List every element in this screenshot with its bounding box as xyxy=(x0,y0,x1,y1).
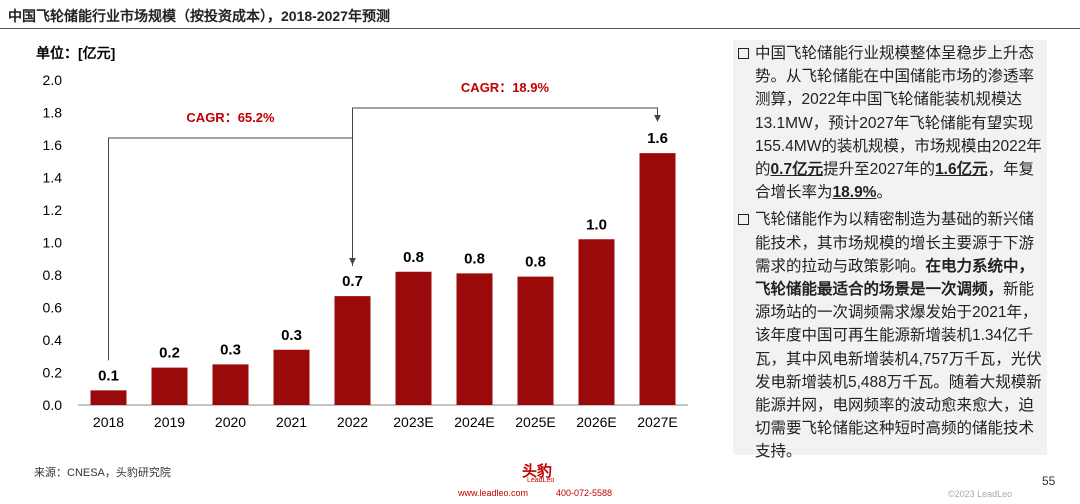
y-tick-label: 0.6 xyxy=(43,300,63,316)
bar xyxy=(578,239,615,405)
bar xyxy=(151,367,188,405)
website: www.leadleo.com xyxy=(458,488,529,498)
text-run: 中国飞轮储能行业规模整体呈稳步上升态势。从飞轮储能在中国储能市场的渗透率测算，2… xyxy=(755,45,1042,179)
text-run: 在电力系统中，飞轮储能最适合的场景是一次调频， xyxy=(755,257,1035,299)
text-run: 新能源场站的一次调频需求爆发始于2021年，该年度中国可再生能源新增装机1.34… xyxy=(755,281,1042,461)
y-tick-label: 0.8 xyxy=(43,267,63,283)
cagr-label: CAGR：65.2% xyxy=(186,110,275,125)
y-tick-label: 1.2 xyxy=(43,202,63,218)
cagr-bracket xyxy=(352,107,661,267)
text-run: 。 xyxy=(876,184,892,202)
text-run: 提升至2027年的 xyxy=(823,161,936,179)
value-label: 0.8 xyxy=(464,250,485,267)
x-tick-label: 2025E xyxy=(515,414,555,430)
text-run: 0.7亿元 xyxy=(770,161,824,179)
value-label: 0.3 xyxy=(281,327,302,344)
text-run: 飞轮储能作为以精密制造为基础的新兴储能技术，其市场规模的增长主要源于下游需求的拉… xyxy=(755,211,1035,275)
x-tick-label: 2026E xyxy=(576,414,616,430)
title: 中国飞轮储能行业市场规模（按投资成本），2018-2027年预测 xyxy=(8,8,390,24)
bar xyxy=(517,276,554,405)
x-tick-label: 2019 xyxy=(154,414,185,430)
value-label: 0.8 xyxy=(525,254,546,271)
paragraph: 飞轮储能作为以精密制造为基础的新兴储能技术，其市场规模的增长主要源于下游需求的拉… xyxy=(737,208,1047,463)
value-label: 0.2 xyxy=(159,345,180,362)
x-tick-label: 2018 xyxy=(93,414,124,430)
phone: 400-072-5588 xyxy=(556,488,613,498)
y-tick-label: 1.0 xyxy=(43,235,63,251)
bullet xyxy=(738,48,749,59)
value-label: 0.8 xyxy=(403,249,424,266)
bar xyxy=(212,364,249,405)
y-tick-label: 0.2 xyxy=(43,365,63,381)
copyright: ©2023 LeadLeo xyxy=(948,489,1013,499)
bar xyxy=(456,273,493,405)
text-run: 18.9% xyxy=(832,184,877,202)
value-label: 1.6 xyxy=(647,130,668,147)
brand-en: LeadLeo xyxy=(527,477,555,484)
paragraph: 中国飞轮储能行业规模整体呈稳步上升态势。从飞轮储能在中国储能市场的渗透率测算，2… xyxy=(737,42,1047,204)
cagr-label: CAGR：18.9% xyxy=(461,80,550,95)
chart: 单位：[亿元] 0.0 0.2 0.4 0.6 0.8 1.0 1.2 1.4 1.6 1.8 2.… xyxy=(36,45,688,430)
x-tick-label: 2027E xyxy=(637,414,677,430)
text-panel: 中国飞轮储能行业规模整体呈稳步上升态势。从飞轮储能在中国储能市场的渗透率测算，2… xyxy=(733,40,1047,460)
y-unit: 单位：[亿元] xyxy=(36,45,115,61)
bar xyxy=(334,296,371,405)
x-tick-label: 2022 xyxy=(337,414,368,430)
page-number: 55 xyxy=(1042,474,1056,488)
text-run: ，年复合增长率为 xyxy=(755,161,1035,202)
y-tick-label: 1.8 xyxy=(43,105,63,121)
y-tick-label: 1.4 xyxy=(43,170,63,186)
bar xyxy=(273,349,310,405)
value-label: 0.1 xyxy=(98,367,119,384)
brand: 头豹 xyxy=(522,463,553,480)
value-label: 1.0 xyxy=(586,216,607,233)
bar xyxy=(639,153,676,405)
x-tick-label: 2024E xyxy=(454,414,494,430)
text-run: 1.6亿元 xyxy=(935,161,988,179)
bullet xyxy=(738,214,749,226)
title-rule xyxy=(0,28,1080,29)
x-tick-label: 2020 xyxy=(215,414,246,430)
x-tick-label: 2023E xyxy=(393,414,433,430)
y-tick-label: 0.4 xyxy=(43,332,63,348)
y-tick-label: 1.6 xyxy=(43,137,63,153)
value-label: 0.3 xyxy=(220,341,241,358)
bar xyxy=(90,390,127,405)
y-tick-label: 2.0 xyxy=(43,72,63,88)
value-label: 0.7 xyxy=(342,273,363,290)
cagr-bracket xyxy=(108,137,356,361)
bar xyxy=(395,271,432,405)
source: 来源：CNESA，头豹研究院 xyxy=(34,467,171,479)
y-tick-label: 0.0 xyxy=(43,397,63,413)
x-tick-label: 2021 xyxy=(276,414,307,430)
